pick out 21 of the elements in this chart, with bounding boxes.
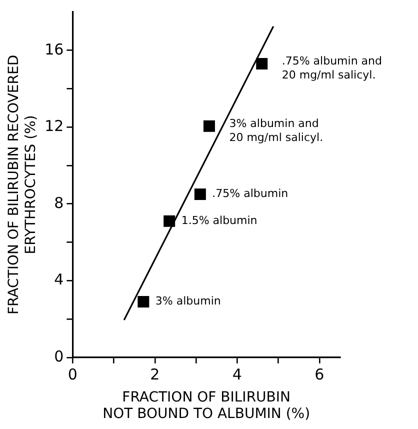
annotation: 1.5% albumin (181, 214, 258, 228)
annotation: .75% albumin (212, 187, 288, 200)
x-tick-label: 4 (232, 365, 242, 384)
x-tick-label: 2 (150, 365, 160, 384)
y-tick-label: 8 (54, 194, 64, 212)
y-tick-label: 16 (44, 40, 64, 58)
x-axis-title: FRACTION OF BILIRUBIN NOT BOUND TO ALBUMIN (%) (102, 389, 310, 422)
x-tick-label: 6 (314, 365, 324, 384)
x-tick-label: 0 (68, 365, 78, 384)
point (256, 58, 268, 70)
y-tick-label: 0 (54, 347, 64, 366)
point (138, 296, 150, 308)
point (164, 215, 176, 227)
y-axis-title: FRACTION OF BILIRUBIN RECOVERED ERYTHROCYTES (%) (6, 54, 39, 315)
point (194, 188, 206, 200)
annotation: 3% albumin and 20 mg/ml salicyl. (229, 117, 324, 144)
y-tick-label: 12 (44, 117, 64, 136)
y-tick-label: 4 (54, 270, 64, 289)
annotation: 3% albumin (155, 294, 221, 308)
annotation: .75% albumin and 20 mg/ml salicyl. (282, 54, 382, 82)
point (203, 120, 215, 132)
